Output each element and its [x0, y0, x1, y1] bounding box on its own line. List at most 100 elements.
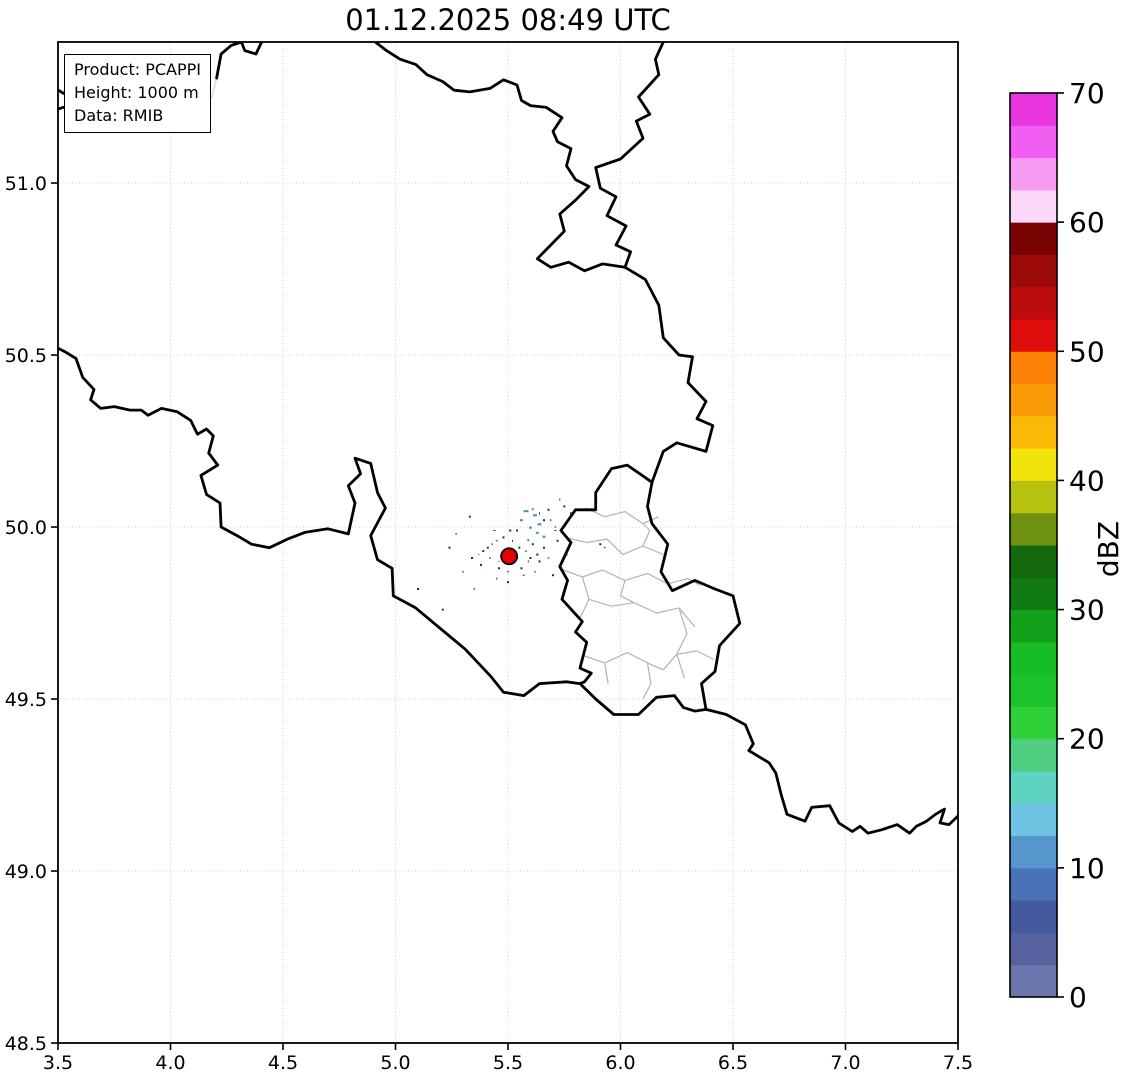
colorbar-segment: [1010, 319, 1057, 352]
colorbar-tick-label: 70: [1069, 77, 1105, 110]
radar-echo-pixel: [535, 531, 539, 534]
y-tick-label: 49.5: [5, 689, 47, 711]
x-tick-label: 7.5: [943, 1052, 973, 1074]
radar-echo-pixel: [473, 588, 475, 590]
radar-echo-pixel: [527, 539, 530, 542]
radar-echo-pixel: [502, 536, 505, 539]
radar-echo-pixel: [543, 546, 545, 549]
radar-echo-pixel: [486, 546, 489, 549]
radar-echo-pixel: [556, 539, 559, 542]
radar-echo-pixel: [547, 508, 550, 511]
admin-border: [588, 598, 696, 628]
colorbar-tick-label: 40: [1069, 464, 1105, 497]
colorbar-segment: [1010, 125, 1057, 159]
radar-echo-pixel: [448, 546, 451, 549]
radar-echo-pixel: [495, 540, 498, 542]
x-tick-label: 5.5: [493, 1052, 523, 1074]
colorbar-segment: [1010, 254, 1057, 288]
admin-border: [584, 651, 678, 671]
national-border: [623, 265, 715, 484]
national-border: [215, 42, 264, 80]
radar-echo-pixel: [537, 523, 542, 526]
radar-echo-pixel: [529, 557, 532, 559]
radar-echo-pixel: [516, 529, 518, 532]
x-tick-label: 3.5: [43, 1052, 73, 1074]
colorbar-segment: [1010, 932, 1057, 966]
radar-echo-pixel: [554, 530, 557, 531]
colorbar-segment: [1010, 157, 1057, 191]
x-tick-label: 7.0: [830, 1052, 860, 1074]
info-product-line: Product: PCAPPI: [74, 60, 202, 79]
colorbar-segment: [1010, 674, 1057, 707]
colorbar-tick-label: 10: [1069, 852, 1105, 885]
colorbar-segment: [1010, 480, 1057, 514]
y-tick-label: 51.0: [5, 173, 47, 195]
radar-echo-pixel: [533, 514, 537, 517]
national-border: [646, 480, 742, 711]
radar-echo-pixel: [529, 526, 532, 529]
radar-echo-pixel: [507, 581, 509, 584]
colorbar-tick-label: 0: [1069, 981, 1087, 1014]
colorbar-segment: [1010, 189, 1057, 223]
radar-echo-pixel: [498, 560, 500, 562]
y-tick-label: 48.5: [5, 1033, 47, 1055]
colorbar-segment: [1010, 835, 1057, 869]
colorbar-tick-label: 20: [1069, 723, 1105, 756]
radar-echo-pixel: [550, 519, 552, 522]
colorbar-segment: [1010, 415, 1057, 449]
radar-echo-pixel: [491, 543, 493, 546]
national-border: [58, 346, 582, 697]
radar-echo-pixel: [536, 553, 539, 556]
colorbar-segment: [1010, 222, 1057, 255]
admin-border: [604, 662, 609, 684]
colorbar-tick-label: 30: [1069, 594, 1105, 627]
admin-border: [642, 662, 652, 700]
radar-echo-pixel: [603, 547, 606, 549]
radar-echo-pixel: [482, 550, 485, 553]
admin-border: [642, 523, 651, 547]
radar-echo-pixel: [523, 510, 529, 513]
radar-echo-pixel: [552, 574, 554, 577]
admin-border: [579, 576, 590, 619]
colorbar-segment: [1010, 383, 1057, 417]
radar-echo-pixel: [498, 567, 500, 570]
radar-echo-pixel: [547, 557, 550, 559]
colorbar-segment: [1010, 609, 1057, 643]
map-content-layer: [58, 42, 958, 1043]
colorbar-segment: [1010, 577, 1057, 611]
national-border: [373, 42, 627, 273]
radar-echo-pixel: [462, 570, 464, 573]
colorbar-segment: [1010, 738, 1057, 772]
radar-echo-pixel: [509, 529, 512, 532]
radar-echo-pixel: [563, 505, 566, 508]
radar-echo-pixel: [559, 498, 561, 501]
admin-border: [619, 580, 635, 604]
x-tick-label: 6.5: [718, 1052, 748, 1074]
radar-echo-pixel: [570, 512, 572, 515]
colorbar-segment: [1010, 867, 1057, 901]
radar-echo-pixel: [543, 519, 545, 522]
x-tick-label: 4.0: [155, 1052, 185, 1074]
radar-echo-pixel: [520, 519, 523, 522]
x-tick-label: 4.5: [268, 1052, 298, 1074]
radar-echo-pixel: [518, 546, 521, 549]
colorbar-segment: [1010, 93, 1057, 126]
radar-echo-pixel: [539, 512, 540, 515]
colorbar-segment: [1010, 706, 1057, 740]
radar-echo-pixel: [561, 567, 563, 570]
radar-echo-pixel: [525, 550, 527, 552]
product-info-box: Product: PCAPPI Height: 1000 m Data: RMI…: [64, 54, 212, 133]
radar-echo-pixel: [599, 543, 602, 546]
radar-site-marker: [500, 547, 519, 566]
colorbar-segment: [1010, 351, 1057, 385]
radar-echo-pixel: [531, 508, 534, 511]
radar-echo-pixel: [480, 563, 482, 566]
colorbar-unit-label: dBZ: [1092, 521, 1125, 577]
colorbar-segment: [1010, 803, 1057, 837]
admin-border: [562, 569, 701, 587]
admin-border: [565, 536, 664, 556]
y-tick-label: 50.0: [5, 517, 47, 539]
colorbar-tick-label: 60: [1069, 206, 1105, 239]
